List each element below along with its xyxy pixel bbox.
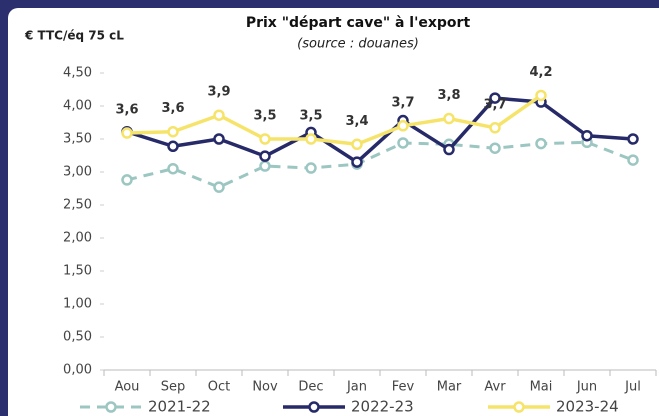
point: [535, 89, 547, 102]
point: [443, 112, 455, 125]
y-tick-label: 2,00: [63, 231, 92, 246]
point: [121, 174, 133, 186]
x-tick-label: Mai: [530, 380, 553, 395]
legend-marker: [308, 401, 320, 413]
point: [489, 92, 501, 104]
x-tick-label: Fev: [392, 380, 415, 395]
panel: [8, 8, 659, 416]
x-tick-label: Mar: [437, 380, 462, 395]
point: [397, 137, 409, 149]
series-line: [126, 96, 634, 164]
point: [213, 133, 225, 145]
point: [397, 120, 409, 132]
point: [489, 142, 501, 154]
point: [443, 143, 455, 156]
data-label: 3,7: [483, 97, 506, 112]
data-label: 3,6: [161, 101, 184, 116]
point: [351, 138, 363, 151]
point: [627, 154, 639, 166]
y-tick-label: 3,00: [63, 165, 92, 180]
y-tick-label: 0,50: [63, 330, 92, 345]
point: [213, 109, 225, 121]
y-tick-label: 2,50: [63, 198, 92, 213]
y-tick-label: 1,00: [63, 297, 92, 312]
y-tick-label: 4,00: [63, 99, 92, 114]
legend-label: 2021-22: [148, 398, 211, 416]
x-tick-label: Jun: [576, 380, 597, 395]
data-label: 3,5: [253, 109, 276, 124]
data-label: 3,8: [437, 88, 460, 103]
legend-marker: [105, 401, 117, 413]
y-tick-label: 4,50: [63, 66, 92, 81]
point: [259, 133, 271, 145]
point: [489, 122, 501, 134]
x-tick-label: Dec: [298, 380, 323, 395]
series-line: [126, 140, 634, 189]
point: [581, 129, 593, 142]
point: [259, 150, 271, 162]
x-tick-label: Aou: [115, 380, 140, 395]
point: [259, 160, 271, 172]
point: [167, 162, 179, 175]
data-label: 3,7: [391, 95, 414, 110]
data-label: 3,6: [115, 103, 138, 118]
data-label: 3,9: [207, 85, 230, 100]
point: [121, 127, 133, 139]
point: [305, 162, 317, 174]
y-axis-label: € TTC/éq 75 cL: [24, 29, 124, 43]
y-tick-label: 1,50: [63, 264, 92, 279]
chart-subtitle: (source : douanes): [297, 37, 419, 52]
legend-marker: [513, 401, 525, 413]
data-label: 4,2: [529, 65, 552, 80]
series-line: [126, 94, 543, 147]
point: [167, 125, 179, 138]
chart-title: Prix "départ cave" à l'export: [246, 15, 471, 31]
legend-label: 2022-23: [351, 398, 414, 416]
y-tick-label: 0,00: [63, 363, 92, 378]
point: [627, 133, 639, 145]
point: [305, 133, 317, 145]
data-label: 3,5: [299, 109, 322, 124]
x-tick-label: Oct: [208, 380, 230, 395]
x-tick-label: Nov: [252, 380, 278, 395]
point: [535, 137, 547, 150]
y-tick-label: 3,50: [63, 132, 92, 147]
data-label: 3,4: [345, 114, 368, 129]
point: [213, 181, 225, 193]
point: [167, 140, 179, 153]
x-tick-label: Avr: [484, 380, 506, 395]
x-tick-label: Sep: [161, 380, 186, 395]
x-tick-label: Jan: [346, 380, 367, 395]
x-tick-label: Jul: [624, 380, 641, 395]
legend-label: 2023-24: [556, 398, 619, 416]
point: [351, 156, 363, 168]
